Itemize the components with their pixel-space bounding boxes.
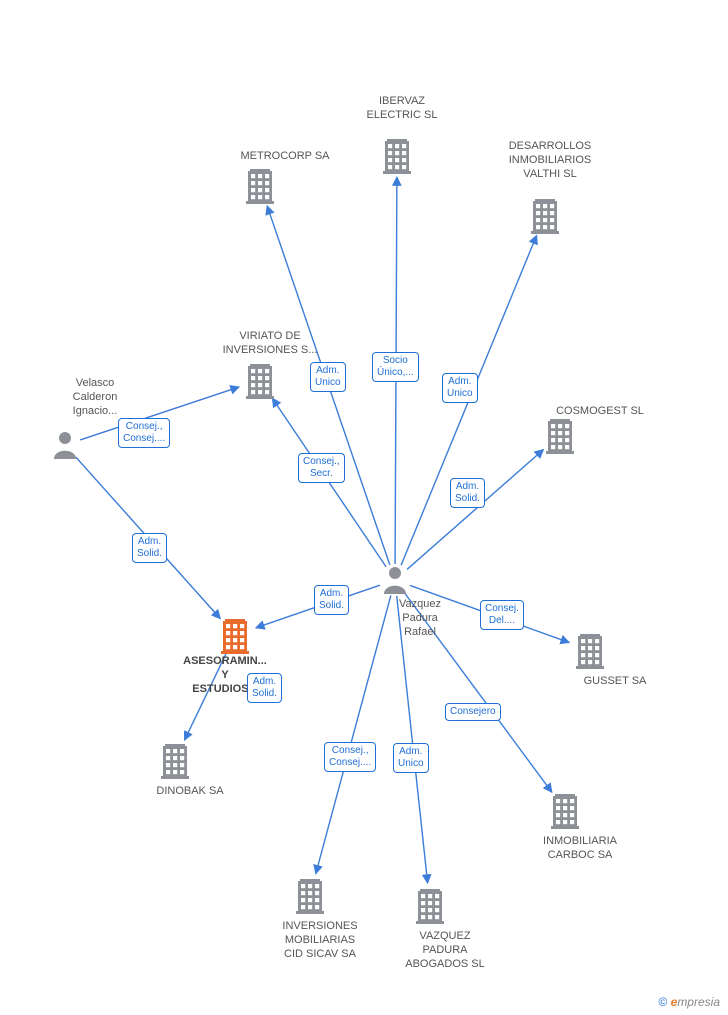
building-icon-ibervaz[interactable] xyxy=(383,139,411,174)
node-label-inversiones: INVERSIONES MOBILIARIAS CID SICAV SA xyxy=(270,920,370,961)
edge-label-vazquez-desarrollos: Adm. Unico xyxy=(442,373,478,403)
building-icon-asesoramin[interactable] xyxy=(221,619,249,654)
person-icon-vazquez[interactable] xyxy=(384,567,406,594)
edge-label-vazquez-inversiones: Consej., Consej.... xyxy=(324,742,376,772)
edge-label-vazquez-metrocorp: Adm. Unico xyxy=(310,362,346,392)
copyright-symbol: © xyxy=(658,995,667,1009)
building-icon-desarrollos[interactable] xyxy=(531,199,559,234)
edge-label-vazquez-vazquezab: Adm. Unico xyxy=(393,743,429,773)
node-label-vazquezab: VAZQUEZ PADURA ABOGADOS SL xyxy=(395,930,495,971)
node-label-metrocorp: METROCORP SA xyxy=(230,150,340,164)
building-icon-inmobiliaria[interactable] xyxy=(551,794,579,829)
node-label-cosmogest: COSMOGEST SL xyxy=(545,405,655,419)
edge-label-vazquez-cosmogest: Adm. Solid. xyxy=(450,478,485,508)
edge-label-vazquez-viriato: Consej., Secr. xyxy=(298,453,345,483)
person-icon-velasco[interactable] xyxy=(54,432,76,459)
node-label-ibervaz: IBERVAZ ELECTRIC SL xyxy=(357,95,447,123)
node-label-gusset: GUSSET SA xyxy=(570,675,660,689)
building-icon-inversiones[interactable] xyxy=(296,879,324,914)
brand-rest: mpresia xyxy=(677,995,720,1009)
edge-vazquez-cosmogest xyxy=(407,450,543,570)
edge-label-vazquez-inmobiliaria: Consejero xyxy=(445,703,501,721)
edge-label-vazquez-gusset: Consej. Del.... xyxy=(480,600,524,630)
node-label-desarrollos: DESARROLLOS INMOBILIARIOS VALTHI SL xyxy=(500,140,600,181)
node-label-viriato: VIRIATO DE INVERSIONES S... xyxy=(215,330,325,358)
edge-label-velasco-asesoramin: Adm. Solid. xyxy=(132,533,167,563)
edge-label-vazquez-ibervaz: Socio Único,... xyxy=(372,352,419,382)
building-icon-gusset[interactable] xyxy=(576,634,604,669)
building-icon-viriato[interactable] xyxy=(246,364,274,399)
node-label-inmobiliaria: INMOBILIARIA CARBOC SA xyxy=(530,835,630,863)
edge-label-asesoramin-dinobak: Adm. Solid. xyxy=(247,673,282,703)
node-label-velasco: Velasco Calderon Ignacio... xyxy=(55,377,135,418)
node-label-dinobak: DINOBAK SA xyxy=(145,785,235,799)
building-icon-cosmogest[interactable] xyxy=(546,419,574,454)
building-icon-dinobak[interactable] xyxy=(161,744,189,779)
building-icon-vazquezab[interactable] xyxy=(416,889,444,924)
edge-label-vazquez-asesoramin: Adm. Solid. xyxy=(314,585,349,615)
building-icon-metrocorp[interactable] xyxy=(246,169,274,204)
edge-vazquez-inversiones xyxy=(316,595,391,873)
node-label-vazquez: Vazquez Padura Rafael xyxy=(385,598,455,639)
network-canvas xyxy=(0,0,728,1015)
edge-label-velasco-viriato: Consej., Consej.... xyxy=(118,418,170,448)
copyright: © empresia xyxy=(658,995,720,1009)
